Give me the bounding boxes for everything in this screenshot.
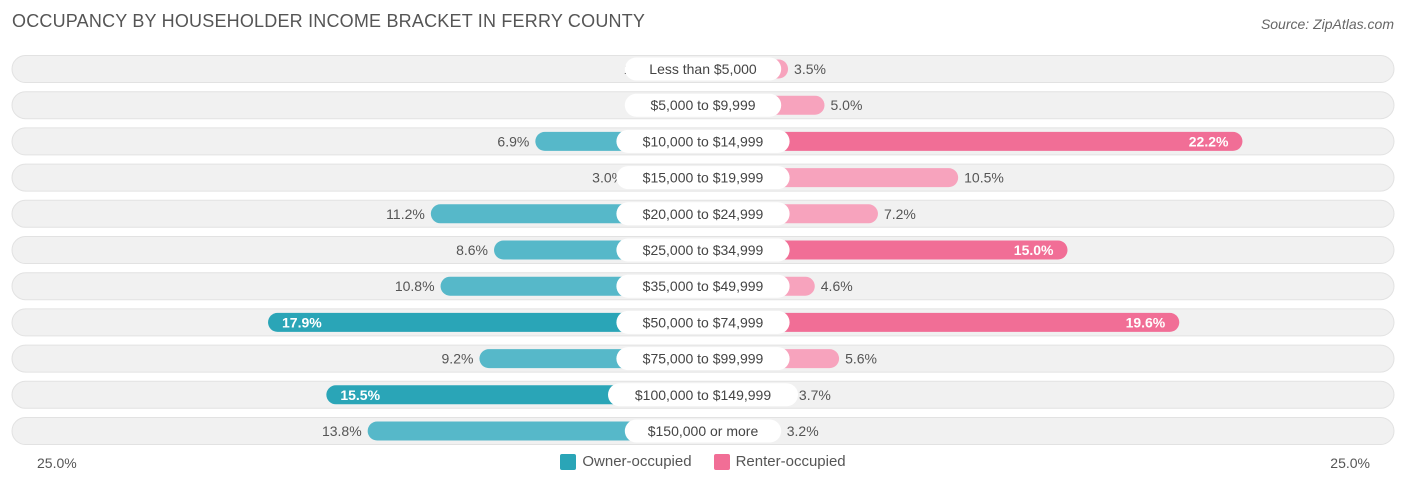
renter-value-label: 3.7% bbox=[799, 387, 831, 403]
renter-value-label: 5.0% bbox=[831, 97, 863, 113]
legend-item-owner[interactable]: Owner-occupied bbox=[560, 453, 692, 470]
legend-label-owner: Owner-occupied bbox=[582, 453, 692, 470]
owner-bar[interactable] bbox=[367, 421, 703, 441]
owner-value-label: 15.5% bbox=[340, 387, 380, 403]
owner-value-label: 11.2% bbox=[386, 206, 425, 222]
axis-right-label: 25.0% bbox=[1330, 455, 1370, 471]
renter-value-label: 4.6% bbox=[821, 278, 853, 294]
category-label-background bbox=[616, 238, 790, 262]
category-label-background bbox=[624, 93, 782, 117]
category-label-background bbox=[616, 202, 790, 226]
category-label: $35,000 to $49,999 bbox=[643, 278, 764, 294]
renter-value-label: 5.6% bbox=[845, 351, 877, 367]
category-label: $75,000 to $99,999 bbox=[643, 351, 764, 367]
category-label: $150,000 or more bbox=[648, 423, 759, 439]
legend-swatch-owner bbox=[560, 453, 577, 470]
category-label: $100,000 to $149,999 bbox=[635, 387, 771, 403]
category-label: $15,000 to $19,999 bbox=[643, 170, 764, 186]
category-label-background bbox=[616, 166, 790, 190]
category-label-background bbox=[624, 419, 782, 443]
category-label: $10,000 to $14,999 bbox=[643, 133, 764, 149]
renter-value-label: 3.2% bbox=[787, 423, 819, 439]
renter-bar[interactable] bbox=[703, 312, 1180, 332]
renter-bar[interactable] bbox=[703, 240, 1068, 260]
chart-source: Source: ZipAtlas.com bbox=[1260, 16, 1394, 32]
legend-label-renter: Renter-occupied bbox=[735, 453, 846, 470]
renter-value-label: 19.6% bbox=[1126, 314, 1166, 330]
renter-value-label: 15.0% bbox=[1014, 242, 1054, 258]
owner-value-label: 10.8% bbox=[395, 278, 435, 294]
owner-bar[interactable] bbox=[326, 385, 703, 405]
owner-value-label: 13.8% bbox=[322, 423, 362, 439]
renter-value-label: 7.2% bbox=[884, 206, 916, 222]
category-label-background bbox=[624, 57, 782, 81]
category-label: $5,000 to $9,999 bbox=[650, 97, 755, 113]
owner-value-label: 3.0% bbox=[592, 170, 624, 186]
category-label: $50,000 to $74,999 bbox=[643, 314, 764, 330]
category-label-background bbox=[616, 347, 790, 371]
owner-value-label: 6.9% bbox=[497, 133, 529, 149]
renter-value-label: 22.2% bbox=[1189, 133, 1229, 149]
category-label-background bbox=[608, 383, 798, 407]
legend-swatch-renter bbox=[713, 453, 730, 470]
renter-value-label: 10.5% bbox=[964, 170, 1004, 186]
axis-left-label: 25.0% bbox=[37, 455, 77, 471]
owner-value-label: 17.9% bbox=[282, 314, 322, 330]
chart-title: OCCUPANCY BY HOUSEHOLDER INCOME BRACKET … bbox=[12, 11, 646, 31]
category-label: $25,000 to $34,999 bbox=[643, 242, 764, 258]
category-label-background bbox=[616, 274, 790, 298]
owner-bar[interactable] bbox=[268, 312, 703, 332]
owner-value-label: 9.2% bbox=[442, 351, 474, 367]
legend-item-renter[interactable]: Renter-occupied bbox=[713, 453, 846, 470]
renter-bar[interactable] bbox=[703, 131, 1243, 151]
category-label-background bbox=[616, 129, 790, 153]
legend: Owner-occupied Renter-occupied bbox=[0, 453, 1406, 470]
category-label: Less than $5,000 bbox=[649, 61, 757, 77]
category-label: $20,000 to $24,999 bbox=[643, 206, 764, 222]
renter-value-label: 3.5% bbox=[794, 61, 826, 77]
owner-value-label: 8.6% bbox=[456, 242, 488, 258]
category-label-background bbox=[616, 310, 790, 334]
